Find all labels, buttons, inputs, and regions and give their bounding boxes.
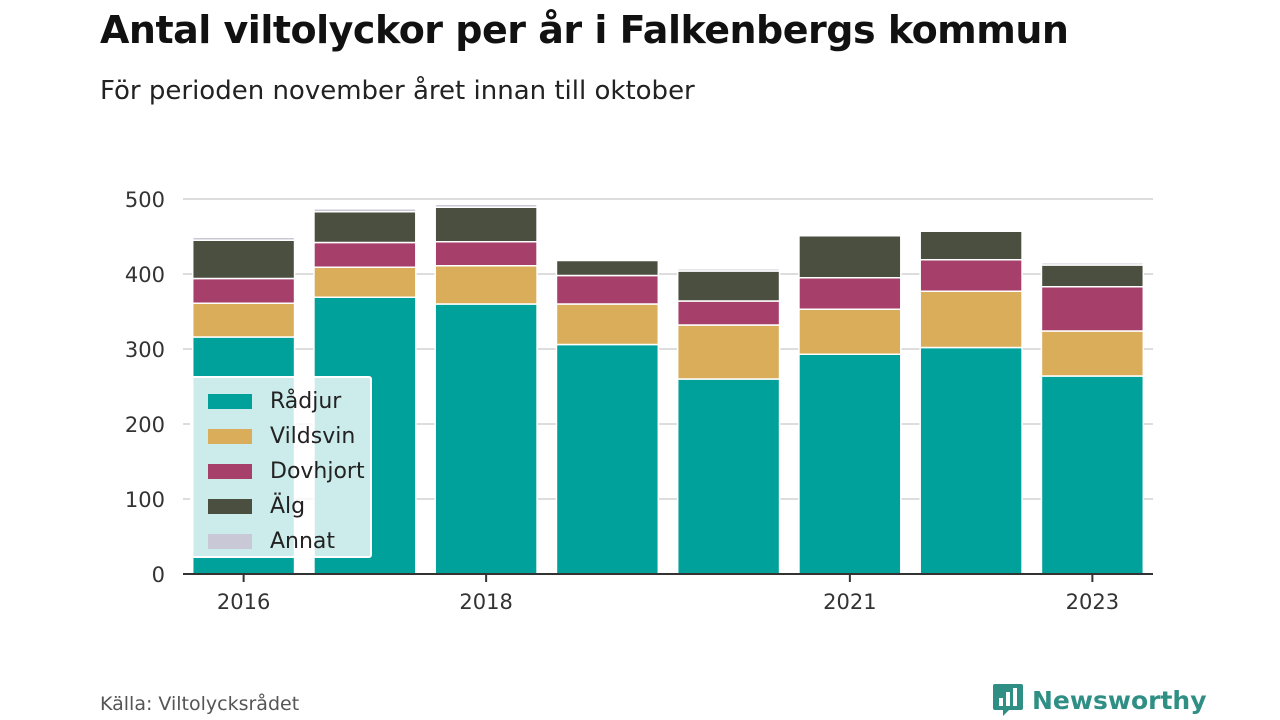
bar-segment-alg-2021[interactable] bbox=[798, 235, 902, 279]
legend-item-dovhjort[interactable]: Dovhjort bbox=[208, 454, 370, 489]
bar-segment-dovhjort-2019[interactable] bbox=[555, 274, 660, 305]
legend-swatch-vildsvin bbox=[208, 429, 252, 444]
bar-segment-annat-2017[interactable] bbox=[313, 208, 417, 213]
legend-swatch-annat bbox=[208, 534, 252, 549]
legend-swatch-dovhjort bbox=[208, 464, 252, 479]
bar-segment-vildsvin-2023[interactable] bbox=[1040, 330, 1145, 377]
source-note: Källa: Viltolycksrådet bbox=[100, 693, 300, 715]
bar-segment-alg-2018[interactable] bbox=[434, 206, 538, 243]
x-tick-label: 2018 bbox=[459, 590, 512, 614]
bar-segment-alg-2017[interactable] bbox=[313, 211, 417, 244]
y-tick-label: 0 bbox=[152, 563, 165, 587]
legend-item-vildsvin[interactable]: Vildsvin bbox=[208, 419, 370, 454]
bar-chart-logo-icon bbox=[993, 684, 1023, 716]
bar-segment-alg-2019[interactable] bbox=[555, 259, 660, 277]
bar-segment-dovhjort-2023[interactable] bbox=[1040, 286, 1145, 332]
x-tick-label: 2023 bbox=[1066, 590, 1119, 614]
legend-item-annat[interactable]: Annat bbox=[208, 524, 370, 559]
legend-label-vildsvin: Vildsvin bbox=[270, 424, 356, 449]
bar-segment-annat-2022[interactable] bbox=[919, 229, 1023, 232]
x-tick-label: 2016 bbox=[217, 590, 270, 614]
bar-segment-alg-2023[interactable] bbox=[1040, 264, 1145, 288]
bar-segment-vildsvin-2021[interactable] bbox=[798, 308, 902, 355]
legend-label-annat: Annat bbox=[270, 529, 336, 554]
legend-label-alg: Älg bbox=[270, 494, 306, 519]
axes: 0 100 200 300 400 500 2016 2018 2021 2023 bbox=[125, 188, 1153, 614]
y-tick-label: 400 bbox=[125, 263, 165, 287]
bar-segment-vildsvin-2018[interactable] bbox=[434, 265, 538, 305]
legend-item-radjur[interactable]: Rådjur bbox=[208, 384, 370, 419]
legend-item-alg[interactable]: Älg bbox=[208, 489, 370, 524]
legend-swatch-radjur bbox=[208, 394, 252, 409]
y-tick-label: 500 bbox=[125, 188, 165, 212]
legend-label-radjur: Rådjur bbox=[270, 389, 342, 414]
bar-segment-annat-2023[interactable] bbox=[1040, 262, 1145, 266]
bar-segment-dovhjort-2018[interactable] bbox=[434, 241, 538, 267]
legend-label-dovhjort: Dovhjort bbox=[270, 459, 365, 484]
legend-swatch-alg bbox=[208, 499, 252, 514]
bar-segment-dovhjort-2017[interactable] bbox=[313, 241, 417, 268]
bar-segment-vildsvin-2022[interactable] bbox=[919, 290, 1023, 349]
bar-segment-radjur-2018[interactable] bbox=[434, 303, 538, 575]
bar-segment-radjur-2020[interactable] bbox=[676, 378, 781, 575]
x-tick-label: 2021 bbox=[823, 590, 876, 614]
bar-segment-vildsvin-2017[interactable] bbox=[313, 266, 417, 298]
brand-name: Newsworthy bbox=[1032, 685, 1207, 715]
bar-segment-annat-2020[interactable] bbox=[676, 268, 781, 272]
bar-segment-vildsvin-2020[interactable] bbox=[676, 324, 781, 380]
bar-segment-dovhjort-2016[interactable] bbox=[191, 277, 296, 304]
chart-title: Antal viltolyckor per år i Falkenbergs k… bbox=[100, 8, 1069, 52]
bar-segment-annat-2016[interactable] bbox=[191, 236, 296, 241]
y-tick-label: 300 bbox=[125, 338, 165, 362]
bar-segment-alg-2020[interactable] bbox=[676, 270, 781, 302]
bar-segment-radjur-2023[interactable] bbox=[1040, 375, 1145, 575]
y-tick-label: 200 bbox=[125, 413, 165, 437]
legend: Rådjur Vildsvin Dovhjort Älg Annat bbox=[190, 376, 372, 558]
bar-segment-dovhjort-2020[interactable] bbox=[676, 300, 781, 326]
y-tick-label: 100 bbox=[125, 488, 165, 512]
bar-segment-dovhjort-2022[interactable] bbox=[919, 259, 1023, 292]
chart-subtitle: För perioden november året innan till ok… bbox=[100, 76, 695, 106]
bar-segment-alg-2016[interactable] bbox=[191, 239, 296, 280]
bar-segment-dovhjort-2021[interactable] bbox=[798, 277, 902, 310]
bar-segment-radjur-2021[interactable] bbox=[798, 353, 902, 575]
bar-segment-alg-2022[interactable] bbox=[919, 230, 1023, 261]
bar-segment-vildsvin-2016[interactable] bbox=[191, 302, 296, 338]
bar-segment-annat-2018[interactable] bbox=[434, 203, 538, 208]
bar-segment-radjur-2022[interactable] bbox=[919, 346, 1023, 575]
brand-logo[interactable]: Newsworthy bbox=[992, 683, 1207, 717]
bar-segment-radjur-2019[interactable] bbox=[555, 343, 660, 575]
bar-segment-vildsvin-2019[interactable] bbox=[555, 303, 660, 346]
